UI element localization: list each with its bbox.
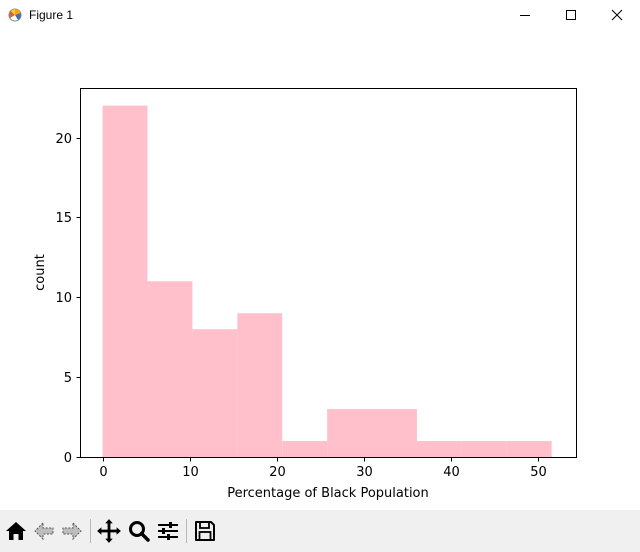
- x-tick-label: 40: [443, 465, 460, 480]
- window-title: Figure 1: [29, 8, 74, 22]
- zoom-button[interactable]: [126, 518, 152, 544]
- x-tick-label: 10: [182, 465, 199, 480]
- minimize-icon: [520, 15, 530, 16]
- sliders-icon: [158, 522, 178, 540]
- histogram-bar-0: [102, 105, 148, 458]
- configure-subplots-button[interactable]: [155, 518, 181, 544]
- forward-button[interactable]: [59, 518, 85, 544]
- window-titlebar: Figure 1: [0, 0, 640, 30]
- histogram-bar-8: [461, 441, 507, 457]
- matplotlib-app-icon: [8, 8, 22, 22]
- maximize-icon: [566, 10, 576, 20]
- home-button[interactable]: [3, 518, 29, 544]
- histogram-bar-7: [416, 441, 462, 457]
- x-axis-ticks: 0 10 20 30 40 50: [99, 457, 547, 480]
- histogram-bar-3: [237, 313, 283, 457]
- y-tick-label: 5: [64, 371, 72, 386]
- close-button[interactable]: [594, 0, 640, 30]
- axes-frame: [80, 88, 577, 458]
- histogram-bar-4: [282, 441, 328, 457]
- y-tick-label: 10: [55, 291, 72, 306]
- figure-canvas[interactable]: 0 10 20 30 40 50 0 5 10 15 20 Percentage of Black…: [0, 30, 640, 510]
- histogram-chart: 0 10 20 30 40 50 0 5 10 15 20 Percentage of Black…: [33, 88, 577, 501]
- navigation-toolbar: [0, 510, 640, 552]
- floppy-disk-icon: [195, 521, 215, 541]
- histogram-bar-1: [147, 281, 193, 457]
- histogram-bar-5: [327, 409, 373, 457]
- back-button[interactable]: [31, 518, 57, 544]
- pan-button[interactable]: [96, 518, 122, 544]
- y-tick-label: 20: [55, 132, 72, 147]
- histogram-bar-2: [192, 329, 238, 457]
- histogram-bar-6: [372, 409, 417, 457]
- x-tick-label: 30: [356, 465, 373, 480]
- arrow-right-icon: [62, 521, 82, 541]
- toolbar-separator: [90, 519, 91, 543]
- y-tick-label: 0: [64, 451, 72, 466]
- histogram-bars: [102, 105, 552, 458]
- y-axis-ticks: 0 5 10 15 20: [55, 132, 81, 466]
- maximize-button[interactable]: [548, 0, 594, 30]
- y-axis-label: count: [33, 254, 48, 291]
- move-icon: [97, 519, 121, 543]
- arrow-left-icon: [34, 521, 54, 541]
- save-button[interactable]: [192, 518, 218, 544]
- x-tick-label: 20: [269, 465, 286, 480]
- magnifier-icon: [129, 521, 150, 542]
- histogram-bar-9: [506, 441, 552, 457]
- minimize-button[interactable]: [502, 0, 548, 30]
- x-tick-label: 0: [99, 465, 107, 480]
- y-tick-label: 15: [55, 211, 72, 226]
- x-axis-label: Percentage of Black Population: [227, 486, 429, 501]
- toolbar-separator: [186, 519, 187, 543]
- x-tick-label: 50: [530, 465, 547, 480]
- home-icon: [6, 522, 26, 540]
- close-icon: [611, 9, 623, 21]
